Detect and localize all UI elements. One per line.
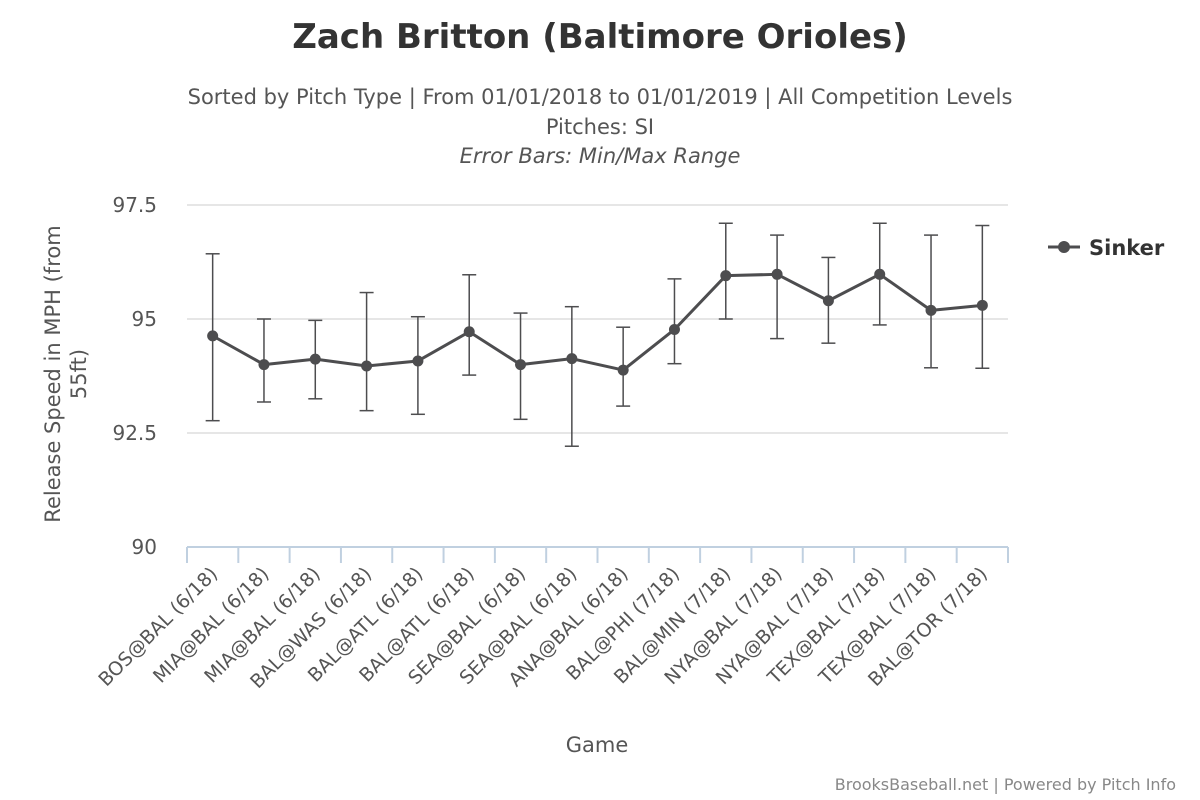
data-point [771, 268, 783, 280]
legend-marker-icon [1058, 241, 1070, 253]
data-point [258, 359, 270, 371]
data-point [617, 364, 629, 376]
credits-link[interactable]: BrooksBaseball.net | Powered by Pitch In… [835, 775, 1176, 794]
y-tick-label: 90 [132, 535, 157, 559]
chart-subtitle-note: Error Bars: Min/Max Range [460, 144, 741, 168]
data-point [412, 355, 424, 367]
y-tick-label: 95 [132, 307, 157, 331]
y-axis-title: Release Speed in MPH (from55ft) [41, 225, 91, 522]
gridlines [187, 204, 1008, 434]
data-point [822, 295, 834, 307]
x-axis-title: Game [566, 733, 629, 757]
legend[interactable]: Sinker [1048, 236, 1165, 260]
x-axis [186, 546, 1009, 563]
series-sinker [207, 268, 988, 376]
data-point [668, 323, 680, 335]
y-tick-label: 97.5 [112, 193, 157, 217]
data-point [309, 353, 321, 365]
data-point [976, 299, 988, 311]
error-bars [205, 222, 990, 447]
data-point [207, 330, 219, 342]
chart-subtitle-line-2: Pitches: SI [546, 115, 654, 139]
data-point [925, 304, 937, 316]
data-point [463, 326, 475, 338]
data-point [515, 359, 527, 371]
legend-label-sinker: Sinker [1089, 236, 1165, 260]
chart-subtitle-line-1: Sorted by Pitch Type | From 01/01/2018 t… [188, 85, 1013, 110]
chart-title: Zach Britton (Baltimore Orioles) [292, 17, 908, 57]
data-point [874, 268, 886, 280]
data-point [361, 360, 373, 372]
series-line [211, 272, 983, 372]
data-point [566, 353, 578, 365]
y-axis-ticks: 90 92.5 95 97.5 [112, 193, 157, 559]
data-point [720, 270, 732, 282]
x-axis-tick-labels: BOS@BAL (6/18)MIA@BAL (6/18)MIA@BAL (6/1… [94, 563, 992, 693]
y-tick-label: 92.5 [112, 421, 157, 445]
